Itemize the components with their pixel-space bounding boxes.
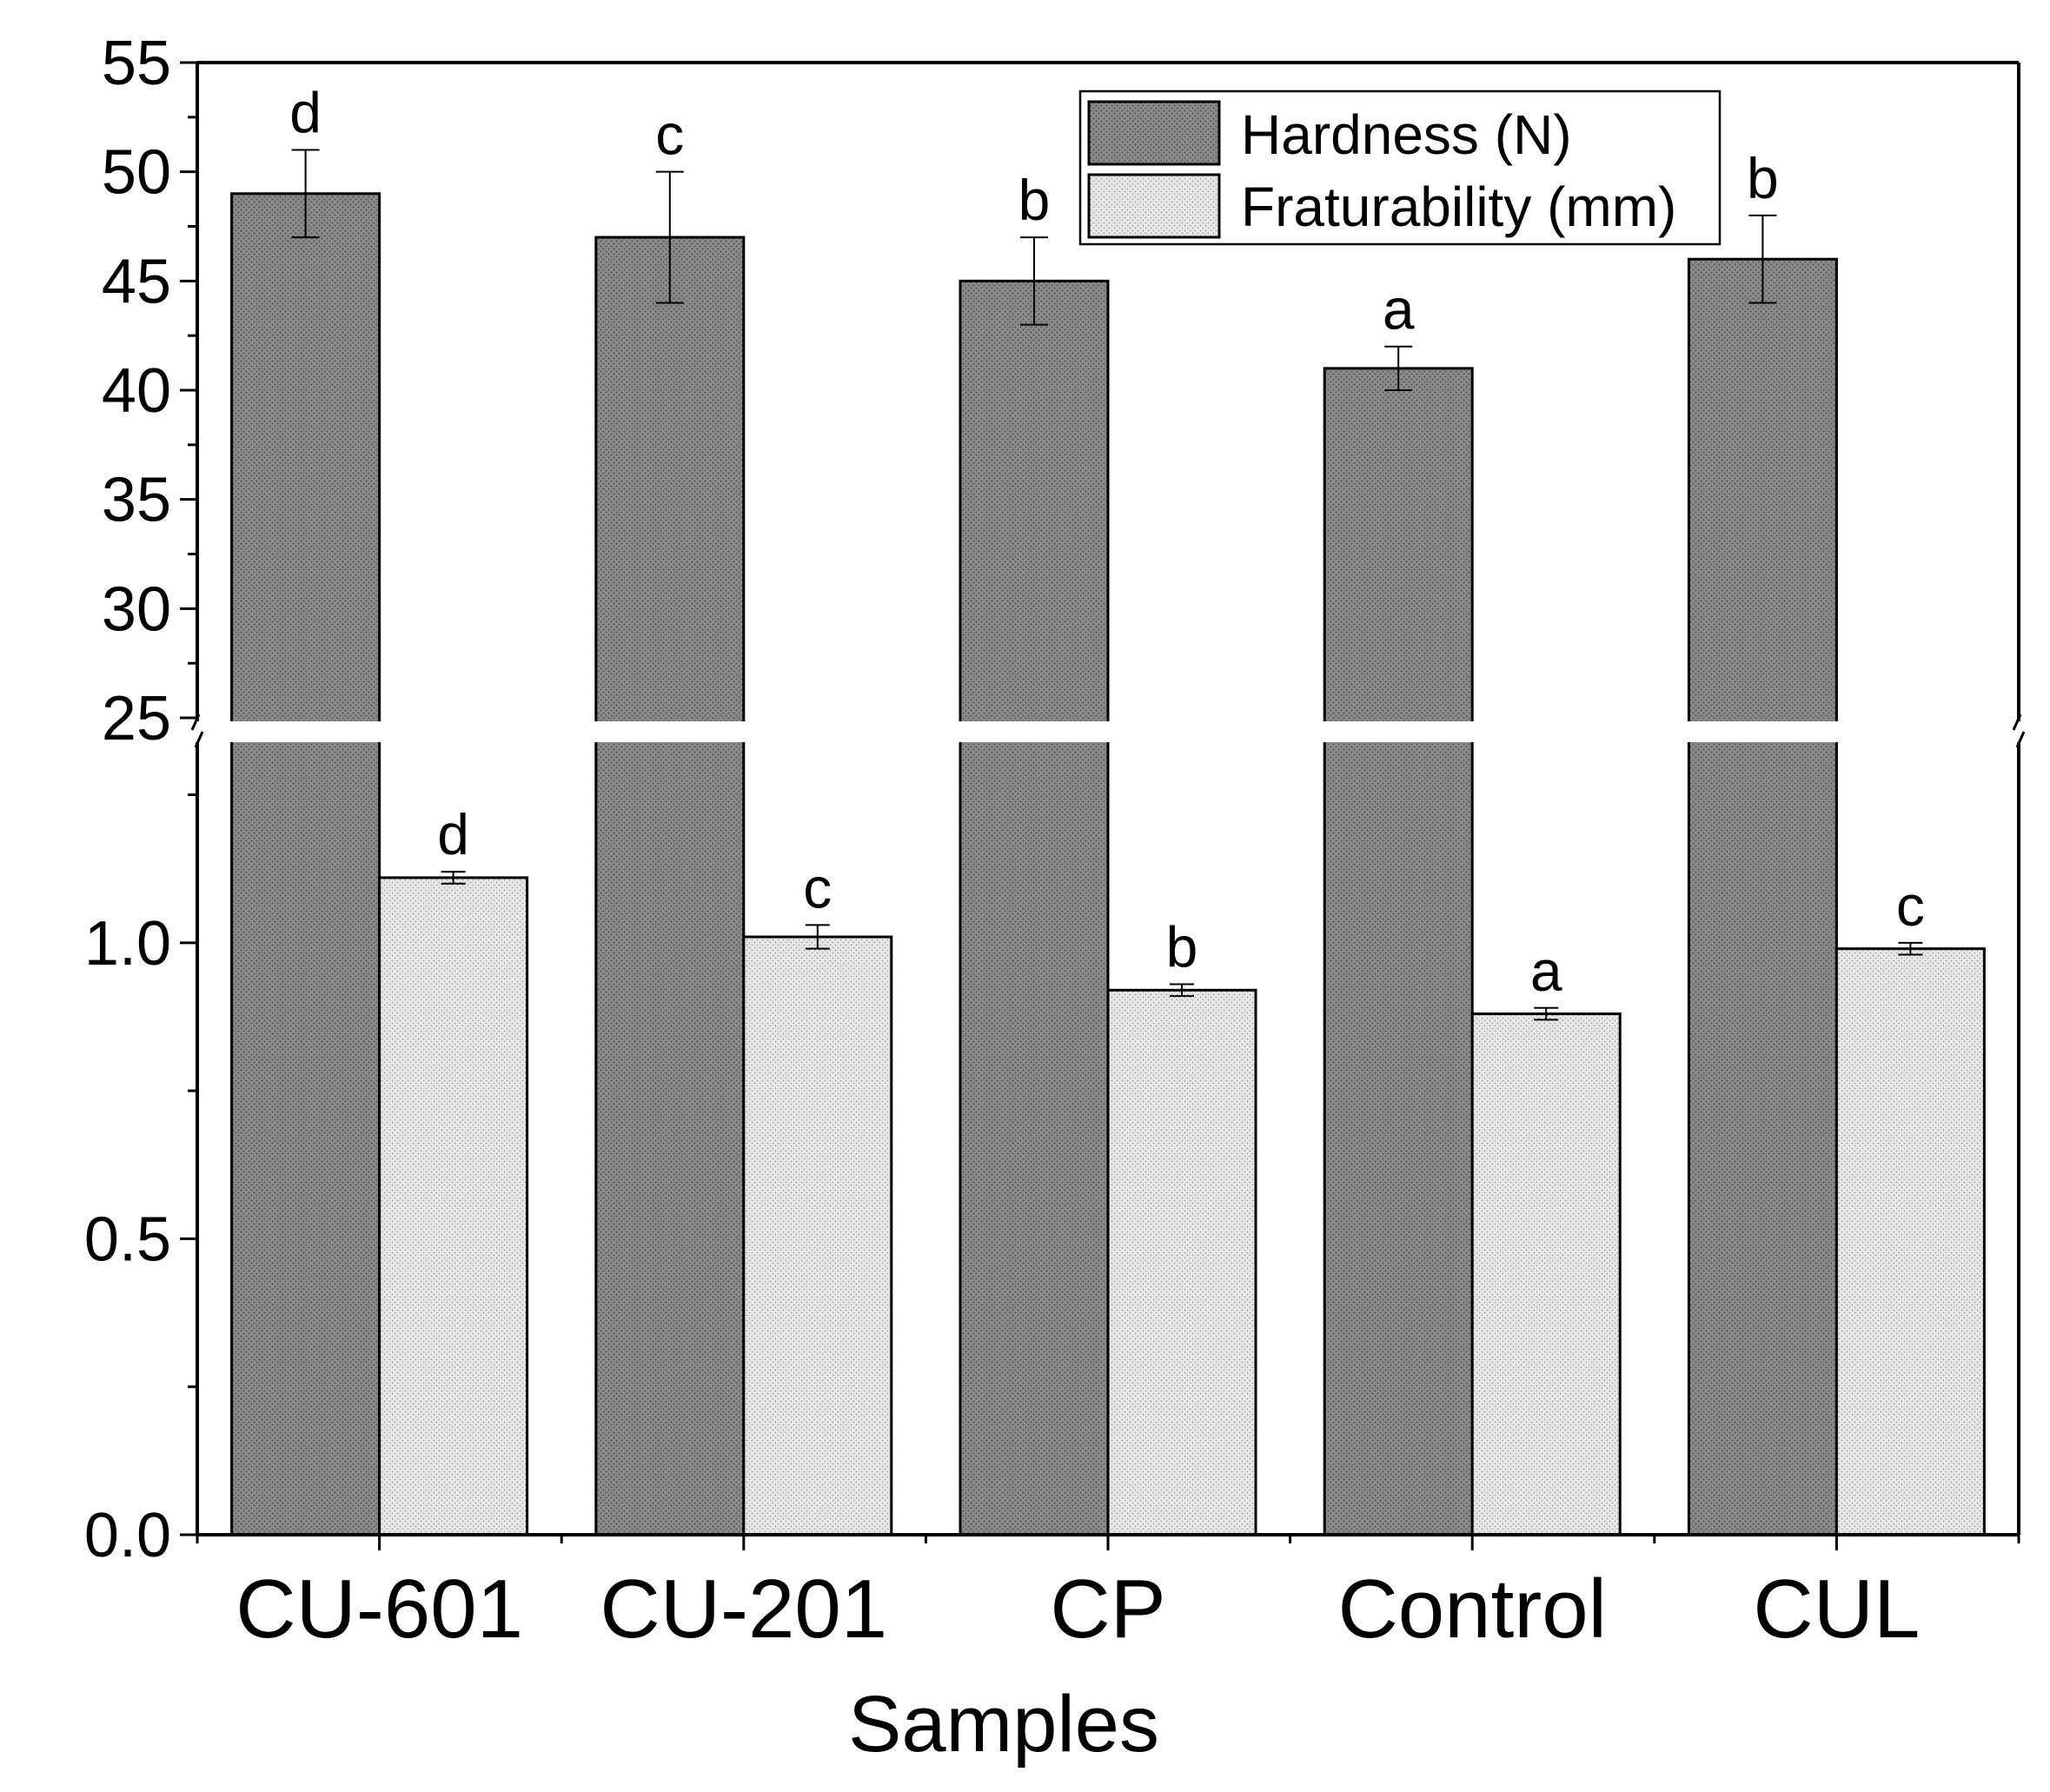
bar-fraturability-cp (1106, 988, 1257, 1536)
significance-label-hardness-cp: b (1018, 168, 1051, 232)
significance-label-fraturability-control: a (1530, 939, 1562, 1003)
bar-fraturability-cu-201 (742, 935, 893, 1536)
x-axis-title: Samples (848, 1680, 1159, 1769)
bar-fraturability-cu-601 (378, 876, 529, 1536)
legend: Hardness (N) Fraturability (mm) (1078, 90, 1722, 246)
axes-group (174, 61, 2042, 1550)
bars-group (230, 149, 1986, 1536)
y-tick-label-upper: 25 (102, 684, 171, 753)
significance-label-fraturability-cu-601: d (437, 802, 469, 866)
legend-swatch-hardness (1087, 100, 1221, 166)
axis-break-mark (194, 731, 204, 748)
y-tick-label-lower: 0.5 (84, 1205, 171, 1274)
bar-fraturability-control (1470, 1012, 1622, 1536)
y-tick-label-upper: 50 (102, 138, 171, 208)
axis-break-mark (2012, 713, 2022, 731)
significance-label-hardness-control: a (1383, 277, 1415, 342)
legend-swatch-fraturability (1087, 173, 1221, 239)
y-tick-label-upper: 55 (102, 29, 171, 98)
axis-break-mark (2015, 731, 2026, 748)
x-tick-label-cul: CUL (1753, 1563, 1920, 1656)
y-tick-label-lower: 1.0 (84, 909, 171, 979)
y-tick-label-upper: 40 (102, 356, 171, 426)
significance-label-fraturability-cu-201: c (803, 855, 832, 919)
labels-group: d d CU-601 c c CU-201 b b CP a a Control b c CUL 25 30 35… (84, 29, 1925, 1656)
x-tick-label-control: Control (1337, 1563, 1606, 1656)
bar-fraturability-cul (1834, 947, 1986, 1536)
y-tick-label-lower: 0.0 (84, 1501, 171, 1570)
y-tick-label-upper: 30 (102, 574, 171, 644)
significance-label-hardness-cu-601: d (289, 81, 322, 145)
legend-label-fraturability: Fraturability (mm) (1241, 176, 1676, 238)
bar-hardness-cul (1687, 257, 1838, 1536)
y-tick-label-upper: 45 (102, 247, 171, 316)
x-tick-label-cp: CP (1050, 1563, 1165, 1656)
bar-hardness-control (1323, 367, 1474, 1536)
bar-hardness-cu-201 (594, 236, 746, 1536)
significance-label-fraturability-cp: b (1166, 915, 1198, 979)
x-tick-label-cu-601: CU-601 (236, 1563, 523, 1656)
significance-label-hardness-cu-201: c (655, 103, 684, 167)
bar-hardness-cp (959, 279, 1110, 1536)
legend-label-hardness: Hardness (N) (1241, 103, 1572, 166)
x-tick-label-cu-201: CU-201 (600, 1563, 887, 1656)
significance-label-hardness-cul: b (1747, 146, 1779, 210)
y-tick-label-upper: 35 (102, 466, 171, 535)
bar-hardness-cu-601 (230, 192, 381, 1536)
axis-break-mark (190, 713, 201, 731)
axis-break-gap (174, 721, 2042, 742)
significance-label-fraturability-cul: c (1896, 873, 1925, 938)
